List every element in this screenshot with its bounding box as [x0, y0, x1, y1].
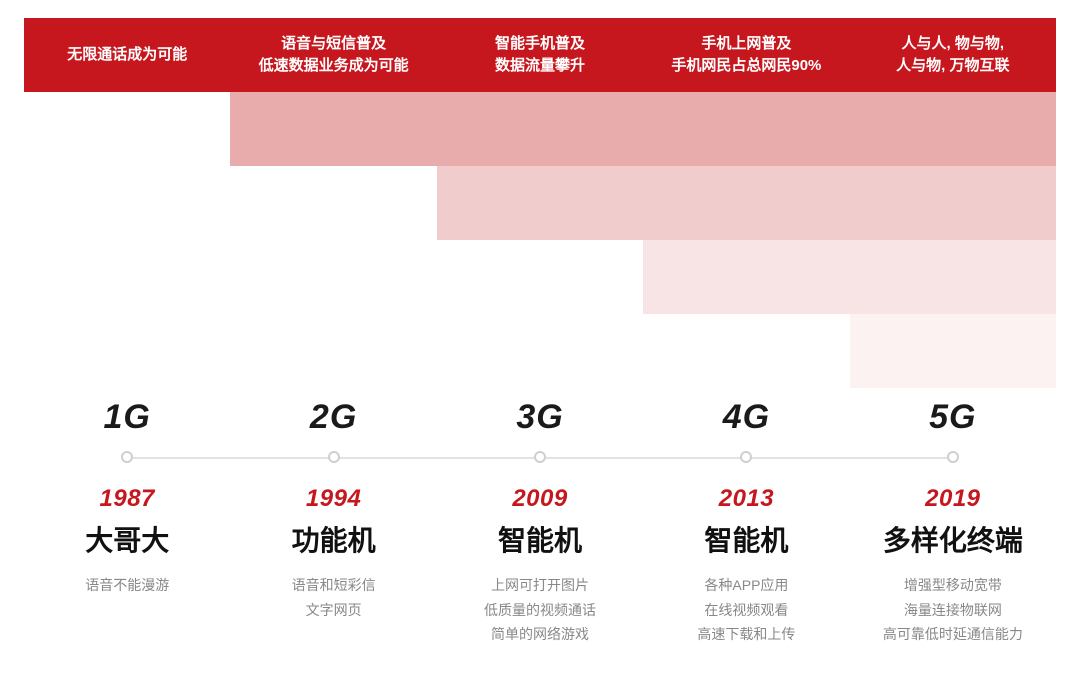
description-text: 增强型移动宽带 海量连接物联网 高可靠低时延通信能力 [850, 573, 1056, 647]
step-fade-bar [230, 240, 436, 314]
generation-cell: 2G [230, 398, 436, 437]
step-fade-bar [230, 92, 436, 166]
year-label: 1994 [230, 485, 436, 513]
year-label: 2009 [437, 485, 643, 513]
device-label: 大哥大 [24, 519, 230, 559]
step-fade-bar [24, 166, 230, 240]
step-fade-bar [850, 240, 1056, 314]
step-fade-bar [24, 92, 230, 166]
timeline-axis: 1G 2G 3G 4G 5G 1987 大哥大语音不能漫游 1994 功能机语音和短彩信 文字… [24, 398, 1056, 647]
timeline-dot [740, 451, 752, 463]
device-label: 智能机 [437, 519, 643, 559]
timeline-dot [328, 451, 340, 463]
device-label: 功能机 [230, 519, 436, 559]
step-column-1g: 无限通话成为可能 [24, 18, 230, 388]
step-top-bar: 手机上网普及 手机网民占总网民90% [643, 18, 849, 92]
detail-cell-1g: 1987 大哥大语音不能漫游 [24, 485, 230, 647]
step-fade-bar [643, 92, 849, 166]
year-label: 1987 [24, 485, 230, 513]
generation-cell: 3G [437, 398, 643, 437]
device-label: 智能机 [643, 519, 849, 559]
details-row: 1987大哥大语音不能漫游1994功能机语音和短彩信 文字网页2009智能机上网… [24, 485, 1056, 647]
year-label: 2019 [850, 485, 1056, 513]
step-top-bar: 智能手机普及 数据流量攀升 [437, 18, 643, 92]
step-fade-bar [437, 314, 643, 388]
step-top-bar: 无限通话成为可能 [24, 18, 230, 92]
detail-cell-4g: 2013 智能机各种APP应用 在线视频观看 高速下载和上传 [643, 485, 849, 647]
step-chart: 无限通话成为可能语音与短信普及 低速数据业务成为可能智能手机普及 数据流量攀升手… [24, 18, 1056, 388]
step-fade-bar [437, 240, 643, 314]
generation-label: 3G [516, 398, 563, 436]
step-fade-bar [850, 92, 1056, 166]
step-fade-bar [437, 166, 643, 240]
generation-cell: 1G [24, 398, 230, 437]
step-fade-bar [850, 166, 1056, 240]
detail-cell-2g: 1994 功能机语音和短彩信 文字网页 [230, 485, 436, 647]
year-label: 2013 [643, 485, 849, 513]
step-column-3g: 智能手机普及 数据流量攀升 [437, 18, 643, 388]
timeline-dot-row [24, 451, 1056, 465]
detail-cell-5g: 2019 多样化终端增强型移动宽带 海量连接物联网 高可靠低时延通信能力 [850, 485, 1056, 647]
step-top-bar: 人与人, 物与物, 人与物, 万物互联 [850, 18, 1056, 92]
timeline-dot [534, 451, 546, 463]
generation-cell: 4G [643, 398, 849, 437]
generation-label: 4G [723, 398, 770, 436]
step-fade-bar [230, 314, 436, 388]
step-fade-bar [643, 166, 849, 240]
step-column-5g: 人与人, 物与物, 人与物, 万物互联 [850, 18, 1056, 388]
step-fade-bar [24, 240, 230, 314]
step-fade-bar [643, 314, 849, 388]
generation-label-row: 1G 2G 3G 4G 5G [24, 398, 1056, 437]
description-text: 上网可打开图片 低质量的视频通话 简单的网络游戏 [437, 573, 643, 647]
generation-label: 2G [310, 398, 357, 436]
step-fade-bar [643, 240, 849, 314]
description-text: 语音不能漫游 [24, 573, 230, 598]
step-fade-bar [230, 166, 436, 240]
step-top-bar: 语音与短信普及 低速数据业务成为可能 [230, 18, 436, 92]
timeline-dot [947, 451, 959, 463]
step-column-2g: 语音与短信普及 低速数据业务成为可能 [230, 18, 436, 388]
step-fade-bar [437, 92, 643, 166]
generation-label: 1G [104, 398, 151, 436]
step-fade-bar [24, 314, 230, 388]
detail-cell-3g: 2009 智能机上网可打开图片 低质量的视频通话 简单的网络游戏 [437, 485, 643, 647]
timeline-dot [121, 451, 133, 463]
step-bars-area: 无限通话成为可能语音与短信普及 低速数据业务成为可能智能手机普及 数据流量攀升手… [24, 18, 1056, 388]
description-text: 语音和短彩信 文字网页 [230, 573, 436, 622]
step-column-4g: 手机上网普及 手机网民占总网民90% [643, 18, 849, 388]
generation-cell: 5G [850, 398, 1056, 437]
device-label: 多样化终端 [850, 519, 1056, 559]
description-text: 各种APP应用 在线视频观看 高速下载和上传 [643, 573, 849, 647]
generation-label: 5G [929, 398, 976, 436]
step-fade-bar [850, 314, 1056, 388]
